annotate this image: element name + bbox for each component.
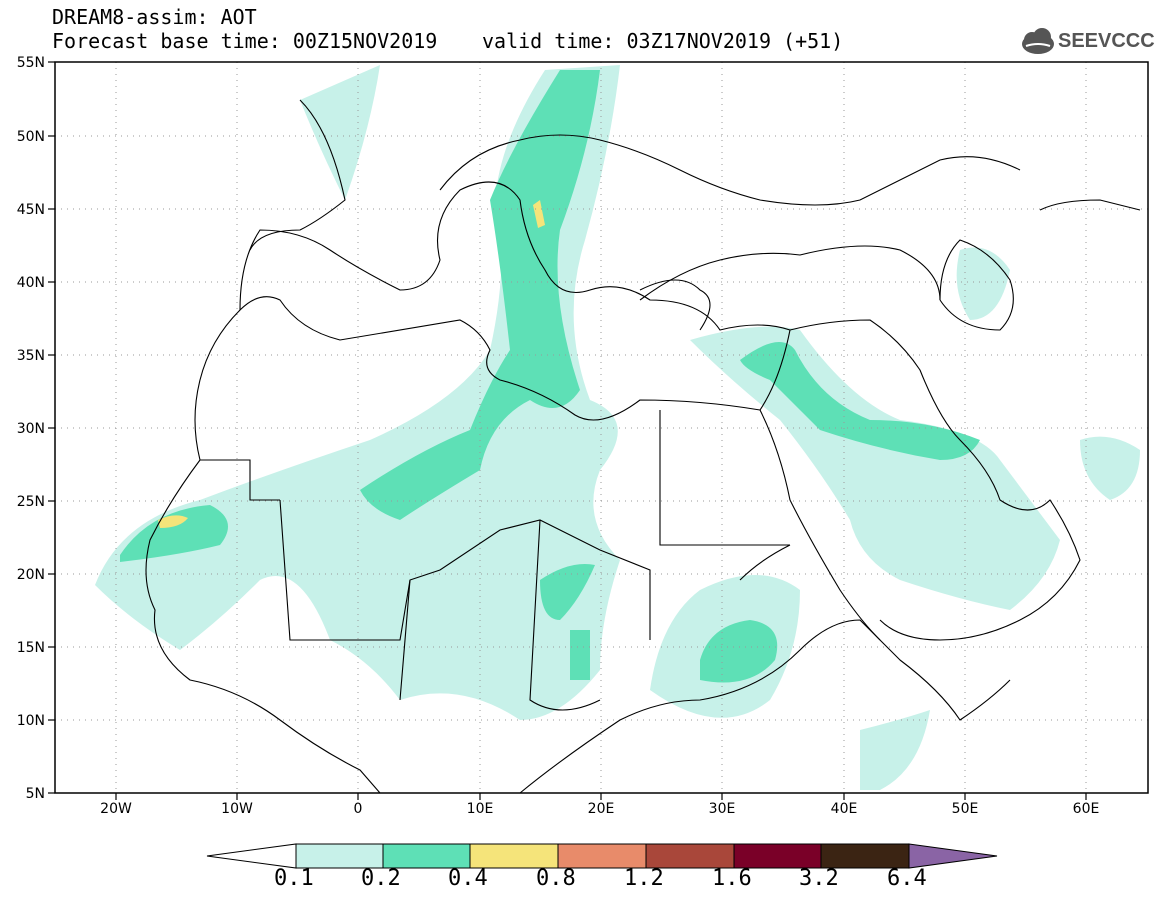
colorbar-label: 0.4 xyxy=(448,866,488,891)
lon-label: 10W xyxy=(221,801,253,817)
gridlines xyxy=(55,62,1148,793)
lon-labels: 20W 10W 0 10E 20E 30E 40E 50E 60E xyxy=(100,801,1099,817)
axis-ticks xyxy=(48,61,1087,800)
lon-label: 40E xyxy=(831,801,858,817)
aot-medium-fields xyxy=(120,70,980,683)
colorbar-label: 3.2 xyxy=(799,866,839,891)
cloud-icon xyxy=(1022,28,1054,54)
colorbar-segment xyxy=(295,843,384,869)
valid-time: valid time: 03Z17NOV2019 (+51) xyxy=(482,29,844,53)
lat-label: 25N xyxy=(17,494,45,510)
lon-label: 50E xyxy=(952,801,979,817)
lon-label: 20E xyxy=(588,801,615,817)
lon-label: 30E xyxy=(709,801,736,817)
colorbar-label: 0.2 xyxy=(361,866,401,891)
lon-label: 0 xyxy=(354,801,363,817)
colorbar-segment xyxy=(382,843,471,869)
colorbar-segment xyxy=(645,843,735,869)
product-title: DREAM8-assim: AOT xyxy=(52,5,257,29)
lat-label: 40N xyxy=(17,275,45,291)
colorbar-label: 1.2 xyxy=(624,866,664,891)
colorbar-segment xyxy=(206,843,297,869)
colorbar-label: 0.8 xyxy=(536,866,576,891)
lat-label: 10N xyxy=(17,713,45,729)
lat-labels: 55N 50N 45N 40N 35N 30N 25N 20N 15N 10N … xyxy=(17,55,45,802)
lat-label: 35N xyxy=(17,348,45,364)
lat-label: 5N xyxy=(26,786,45,802)
colorbar-label: 0.1 xyxy=(274,866,314,891)
aot-fields xyxy=(95,65,1140,790)
colorbar-segment xyxy=(469,843,559,869)
colorbar-label: 6.4 xyxy=(887,866,927,891)
forecast-base-time: Forecast base time: 00Z15NOV2019 xyxy=(52,29,438,53)
colorbar xyxy=(206,843,998,869)
coastlines xyxy=(145,99,1141,794)
lat-label: 20N xyxy=(17,567,45,583)
lon-label: 60E xyxy=(1073,801,1100,817)
colorbar-segment xyxy=(557,843,647,869)
lon-label: 10E xyxy=(467,801,494,817)
seevccc-logo: SEEVCCC xyxy=(1058,30,1155,52)
lat-label: 50N xyxy=(17,129,45,145)
lat-label: 45N xyxy=(17,202,45,218)
colorbar-segment xyxy=(908,843,998,869)
lat-label: 55N xyxy=(17,55,45,71)
colorbar-label: 1.6 xyxy=(712,866,752,891)
lat-label: 30N xyxy=(17,421,45,437)
lat-label: 15N xyxy=(17,640,45,656)
colorbar-segment xyxy=(820,843,910,869)
lon-label: 20W xyxy=(100,801,132,817)
colorbar-segment xyxy=(733,843,822,869)
